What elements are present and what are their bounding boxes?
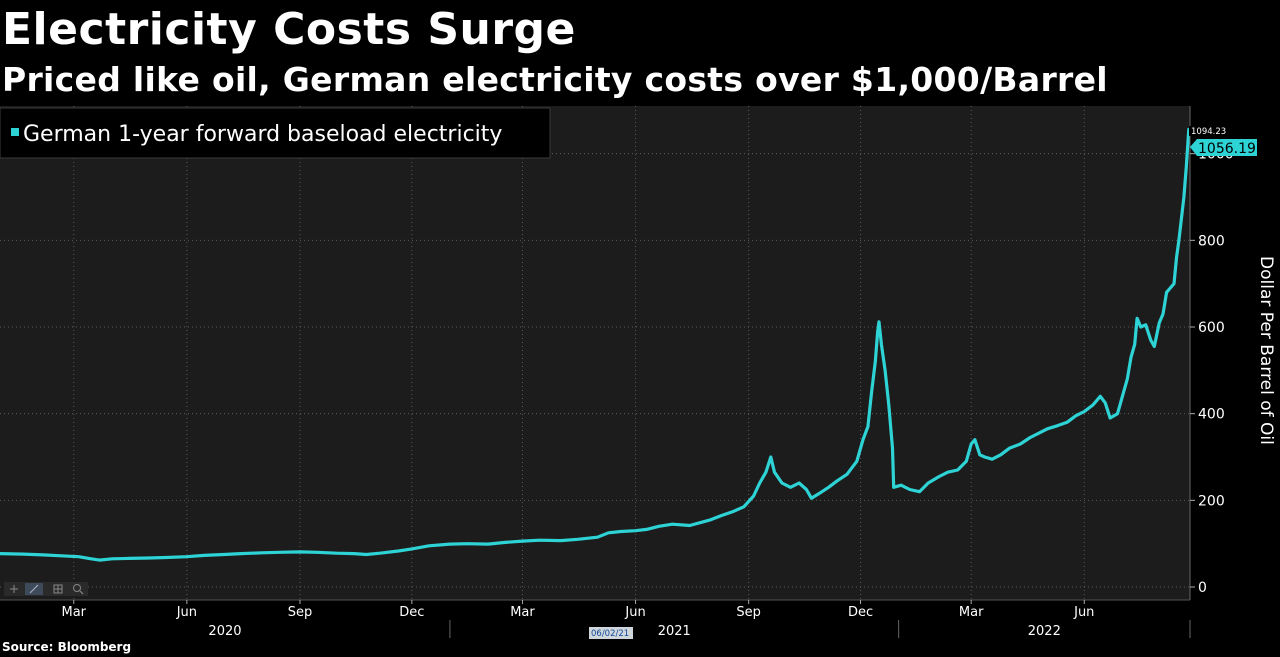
last-value-tag: 1056.19 <box>1190 139 1257 157</box>
crosshair-icon[interactable] <box>10 585 18 593</box>
x-tick-label: Mar <box>510 605 535 620</box>
x-tick-label: Sep <box>736 605 761 620</box>
legend-box <box>0 107 551 159</box>
year-label: 2022 <box>1028 624 1061 639</box>
legend-label: German 1-year forward baseload electrici… <box>23 122 502 147</box>
x-tick-label: Sep <box>288 605 313 620</box>
plot-area <box>0 106 1190 600</box>
legend-swatch <box>11 128 19 136</box>
y-tick-label: 400 <box>1198 407 1225 423</box>
x-tick-label: Mar <box>61 605 86 620</box>
y-tick-label: 600 <box>1198 320 1225 336</box>
year-label: 2020 <box>208 624 241 639</box>
zoom-icon[interactable] <box>73 584 84 595</box>
chart-toolbar[interactable] <box>4 582 88 596</box>
x-axis-band <box>0 600 1280 639</box>
x-tick-label: Mar <box>959 605 984 620</box>
chart-subtitle: Priced like oil, German electricity cost… <box>2 60 1108 99</box>
x-tick-label: Jun <box>176 605 197 620</box>
x-tick-label: Dec <box>399 605 424 620</box>
x-tick-label: Dec <box>848 605 873 620</box>
source-note: Source: Bloomberg <box>2 640 132 654</box>
legend[interactable]: German 1-year forward baseload electrici… <box>0 107 551 159</box>
x-tick-label: Jun <box>624 605 645 620</box>
y-tick-label: 200 <box>1198 493 1225 509</box>
high-value-text: 1094.23 <box>1191 127 1226 137</box>
y-axis-ticks: 02004006008001000 <box>1190 147 1234 596</box>
cursor-date-text: 06/02/21 <box>591 629 629 639</box>
chart-title: Electricity Costs Surge <box>2 4 576 55</box>
x-axis-month-ticks: Mar Jun Sep Dec Mar Jun Sep Dec Mar Jun <box>61 600 1094 620</box>
y-axis-label: Dollar Per Barrel of Oil <box>1256 256 1276 445</box>
series-line[interactable] <box>0 127 1191 562</box>
line-tool-icon[interactable] <box>25 583 43 595</box>
y-tick-label: 800 <box>1198 233 1225 249</box>
y-tick-label: 0 <box>1198 580 1207 596</box>
x-tick-label: Jun <box>1073 605 1094 620</box>
grid-icon[interactable] <box>53 584 63 594</box>
last-value-text: 1056.19 <box>1198 141 1256 157</box>
cursor-date-badge: 06/02/21 <box>589 627 633 639</box>
x-axis-year-labels: 2020 2021 2022 <box>208 620 1191 639</box>
high-value-label: 1094.23 <box>1189 126 1226 137</box>
year-label: 2021 <box>658 624 691 639</box>
